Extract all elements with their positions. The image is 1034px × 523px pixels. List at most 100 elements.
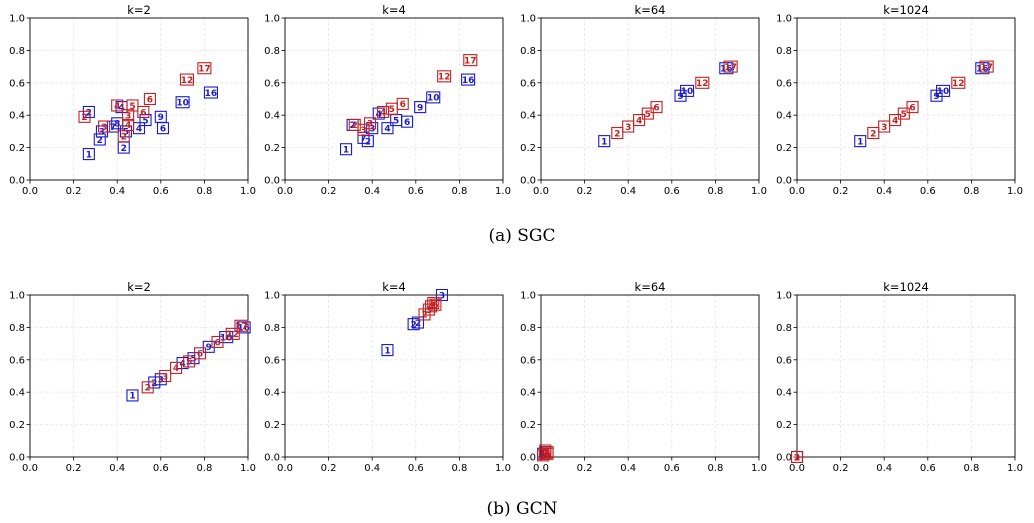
point-box	[979, 60, 994, 73]
point-box	[598, 135, 611, 148]
point-label: 12	[226, 330, 239, 340]
axes-frame	[540, 294, 760, 458]
point-box	[357, 131, 370, 144]
scatter-point: 1	[339, 143, 353, 156]
scatter-point: 1	[381, 344, 394, 356]
scatter-point: 4	[425, 300, 438, 313]
scatter-point: 12	[225, 327, 240, 340]
point-label: 4	[380, 108, 386, 118]
point-label: 2	[81, 113, 87, 123]
point-label: 5	[190, 354, 196, 364]
point-box	[427, 297, 440, 310]
y-tick-label: 0.2	[264, 420, 280, 431]
scatter-point: 2	[82, 105, 95, 118]
scatter-point: 4	[633, 114, 646, 126]
point-box	[154, 373, 167, 386]
y-tick-label: 0.4	[520, 111, 536, 122]
point-label: 4	[114, 102, 120, 112]
scatter-point: 4	[122, 118, 135, 131]
x-tick-label: 0.4	[364, 186, 380, 197]
point-label: 4	[173, 364, 179, 374]
y-tick-label: 0.8	[776, 46, 792, 57]
point-box	[363, 117, 377, 130]
scatter-point: 4	[889, 114, 902, 126]
plot-panel: k=1024 0.00.0 0.2 0.2 0.4 0.4 0.6 0.6 0.8 0.8 1.0 1…	[776, 280, 1023, 474]
x-tick-label: 0.6	[153, 186, 169, 197]
point-box	[411, 316, 425, 329]
scatter-point: 6	[401, 115, 414, 128]
scatter-point: 6	[396, 97, 409, 110]
point-box	[401, 115, 414, 128]
x-tick-label: 0.4	[876, 463, 892, 474]
plot-title: k=1024	[883, 280, 929, 294]
point-box	[541, 447, 554, 460]
point-label: 7	[110, 123, 116, 133]
y-tick-label: 1.0	[776, 291, 792, 302]
point-label: 16	[462, 76, 475, 86]
point-box	[381, 122, 394, 135]
y-tick-label: 0.0	[9, 453, 25, 464]
point-label: 3	[125, 112, 131, 122]
y-tick-label: 0.6	[776, 78, 792, 89]
y-tick-label: 1.0	[9, 14, 25, 25]
y-tick-label: 0.4	[264, 111, 280, 122]
point-label: 2	[542, 448, 548, 458]
point-label: 1	[540, 450, 546, 460]
point-box	[791, 450, 804, 463]
x-tick-label: 0.4	[109, 186, 125, 197]
y-tick-label: 0.0	[264, 453, 280, 464]
x-tick-label: 0.4	[620, 463, 636, 474]
point-label: 2	[614, 129, 620, 139]
point-label: 6	[147, 95, 153, 105]
point-box	[951, 76, 966, 89]
point-label: 2	[352, 121, 358, 131]
point-label: 6	[909, 103, 915, 113]
x-tick-label: 0.6	[408, 463, 424, 474]
y-tick-label: 0.8	[264, 323, 280, 334]
point-label: 5	[129, 102, 135, 112]
axes-frame	[540, 17, 760, 181]
scatter-point: 1	[82, 148, 95, 160]
scatter-point: 5	[119, 125, 132, 138]
point-label: 2	[349, 121, 355, 131]
point-box	[98, 120, 111, 133]
point-box	[126, 389, 139, 402]
axes-frame	[796, 17, 1016, 181]
y-tick-label: 0.0	[776, 176, 792, 187]
point-label: 1	[601, 137, 607, 147]
point-box	[539, 444, 552, 457]
point-box	[203, 86, 218, 99]
scatter-point: 5	[183, 355, 196, 368]
scatter-point: 12	[437, 70, 452, 83]
point-box	[175, 96, 190, 109]
y-tick-label: 0.0	[9, 176, 25, 187]
y-tick-label: 0.2	[776, 143, 792, 154]
point-box	[537, 449, 550, 462]
point-box	[193, 347, 207, 360]
point-label: 4	[179, 359, 185, 369]
point-box	[183, 355, 196, 368]
axes-frame	[284, 17, 504, 181]
point-label: 6	[432, 301, 438, 311]
x-tick-label: 0.2	[66, 186, 82, 197]
x-tick-label: 0.2	[321, 186, 337, 197]
scatter-point: 2	[148, 376, 161, 389]
point-label: 10	[681, 87, 694, 97]
point-label: 6	[214, 338, 220, 348]
point-label: 3	[360, 126, 366, 136]
point-box	[975, 62, 990, 75]
scatter-point: 2	[411, 316, 425, 329]
plot-panel: k=4 0.00.0 0.2 0.2 0.4 0.4 0.6 0.6 0.8 0.8 1.0 1.0 1…	[264, 3, 511, 197]
scatter-point: 2	[78, 110, 91, 123]
scatter-point: 6	[650, 101, 663, 113]
point-label: 3	[439, 291, 445, 301]
scatter-point: 6	[211, 335, 224, 348]
x-tick-label: 0.0	[533, 463, 549, 474]
plot-title: k=64	[635, 3, 666, 17]
plot-panel: k=4 0.00.0 0.2 0.2 0.4 0.4 0.6 0.6 0.8 0.8 1.0 1.0 1…	[264, 280, 511, 474]
x-tick-label: 0.8	[451, 463, 467, 474]
point-label: 2	[86, 108, 92, 118]
point-box	[407, 318, 420, 331]
